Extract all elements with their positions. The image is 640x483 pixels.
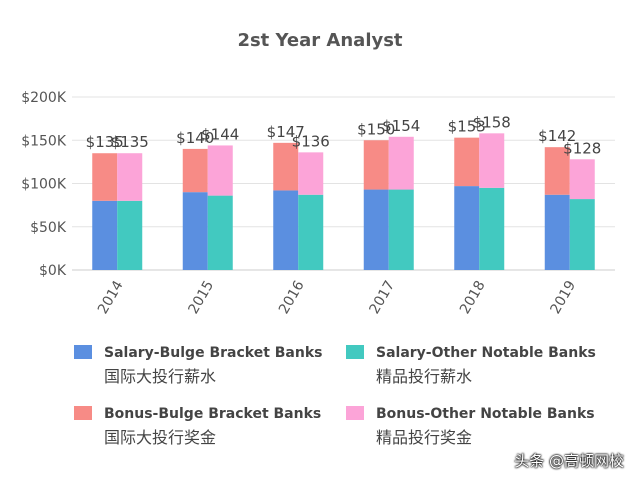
data-label: $140 [176,129,214,147]
data-label: $154 [382,117,420,135]
legend-swatch-bonus-bulge [74,406,92,420]
bar-segment [363,189,389,270]
legend-salary-bulge: Salary-Bulge Bracket Banks 国际大投行薪水 [74,341,323,389]
bar-segment [273,190,299,270]
bar-segment [569,199,595,270]
y-tick-label: $200K [21,90,67,106]
legend-swatch-bonus-other [346,406,364,420]
data-label: $158 [473,113,511,131]
chart-title: 2st Year Analyst [237,30,403,51]
bar-segment [454,137,480,187]
legend-bonus-other: Bonus-Other Notable Banks 精品投行奖金 [346,402,595,450]
bar-segment [273,142,299,191]
x-tick-label: 2015 [186,278,218,317]
bar-segment [544,194,570,270]
bar-segment [92,200,118,270]
x-tick-label: 2019 [548,278,580,317]
data-label: $135 [111,133,149,151]
x-tick-label: 2016 [276,278,308,317]
bar-segment [479,133,505,188]
y-tick-label: $50K [30,220,67,236]
legend-label-salary-bulge-cn: 国际大投行薪水 [104,367,217,386]
bar-segment [388,136,414,190]
legend-swatch-salary-bulge [74,345,92,359]
bar-segment [298,194,324,270]
bar-segment [298,152,324,195]
y-tick-label: $0K [39,263,67,279]
bar-segment [479,187,505,270]
bar-segment [182,192,208,270]
x-tick-label: 2018 [457,278,489,317]
data-label: $147 [267,123,305,141]
legend-label-bonus-other: Bonus-Other Notable Banks [376,406,595,422]
data-label: $150 [357,120,395,138]
legend-label-bonus-other-cn: 精品投行奖金 [376,428,473,447]
bar-segment [388,189,414,270]
bar-segment [544,147,570,195]
legend-bonus-bulge: Bonus-Bulge Bracket Banks 国际大投行奖金 [74,402,321,450]
legend-salary-other: Salary-Other Notable Banks 精品投行薪水 [346,341,596,389]
data-label: $142 [538,127,576,145]
x-tick-label: 2014 [95,278,127,317]
bar-segment [117,153,143,201]
stacked-bar-chart: $0K$50K$100K$150K$200K$135$1352014$140$1… [21,90,615,317]
legend-label-bonus-bulge-cn: 国际大投行奖金 [104,428,217,447]
bar-segment [117,200,143,270]
data-label: $135 [86,133,124,151]
bar-segment [363,140,389,190]
legend-label-bonus-bulge: Bonus-Bulge Bracket Banks [104,406,322,422]
y-tick-label: $150K [21,133,67,149]
legend-label-salary-bulge: Salary-Bulge Bracket Banks [104,345,323,361]
x-tick-label: 2017 [367,278,399,317]
data-label: $128 [563,139,601,157]
bar-segment [454,186,480,270]
bar-segment [182,148,208,193]
data-label: $144 [201,125,239,143]
legend-swatch-salary-other [346,345,364,359]
data-label: $153 [448,118,486,136]
bar-segment [92,153,118,201]
watermark: 头条 @高顿网校 [514,452,624,470]
legend-label-salary-other-cn: 精品投行薪水 [376,367,473,386]
bar-segment [207,145,233,196]
bar-segment [569,159,595,200]
legend-label-salary-other: Salary-Other Notable Banks [376,345,596,361]
bar-segment [207,195,233,270]
data-label: $136 [292,132,330,150]
y-tick-label: $100K [21,177,67,193]
